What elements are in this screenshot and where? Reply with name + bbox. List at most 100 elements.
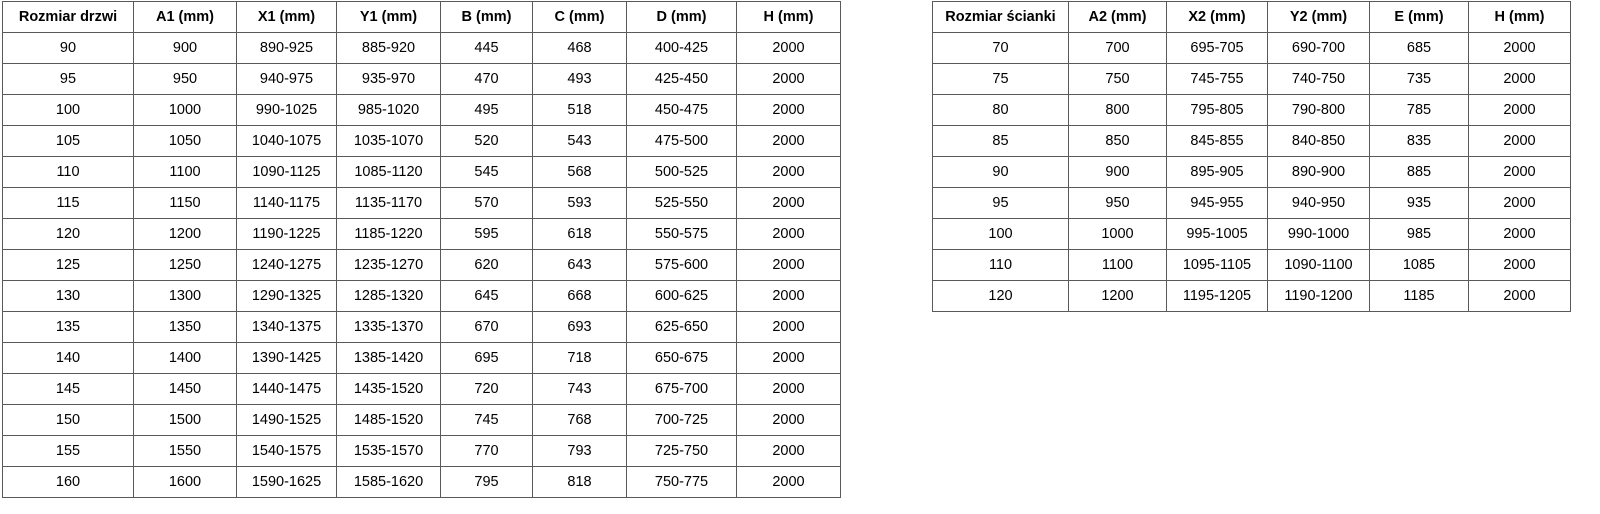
door-size-table-cell: 160 <box>2 466 134 498</box>
door-size-table-cell: 468 <box>532 32 627 64</box>
door-size-table-cell: 625-650 <box>626 311 737 343</box>
door-size-table-cell: 525-550 <box>626 187 737 219</box>
door-size-table-cell: 140 <box>2 342 134 374</box>
door-size-table-cell: 595 <box>440 218 533 250</box>
door-size-table-row: 100 1000 990-1025 985-1020 495 518 450-475 2000 <box>2 94 841 126</box>
wall-panel-size-table-row: 80 800 795-805 790-800 785 2000 <box>932 94 1571 126</box>
walls-table-body: 70 700 695-705 690-700 685 2000 75 750 745-755 74… <box>932 32 1571 312</box>
door-size-table-cell: 1600 <box>133 466 237 498</box>
door-size-table-cell: 1135-1170 <box>336 187 441 219</box>
door-size-table-cell: 545 <box>440 156 533 188</box>
door-size-table-cell: 100 <box>2 94 134 126</box>
door-size-table-row: 115 1150 1140-1175 1135-1170 570 593 525-550 20… <box>2 187 841 219</box>
door-size-table-cell: 700-725 <box>626 404 737 436</box>
door-size-table-row: 135 1350 1340-1375 1335-1370 670 693 625-650 20… <box>2 311 841 343</box>
door-size-table-cell: 2000 <box>736 156 841 188</box>
wall-panel-size-table-cell: 845-855 <box>1166 125 1268 157</box>
door-size-table-cell: 2000 <box>736 342 841 374</box>
door-size-table-cell: 1490-1525 <box>236 404 337 436</box>
door-size-table-cell: 520 <box>440 125 533 157</box>
door-size-column-header: Y1 (mm) <box>336 1 441 33</box>
wall-panel-size-table-cell: 690-700 <box>1267 32 1370 64</box>
wall-panel-size-table-cell: 890-900 <box>1267 156 1370 188</box>
wall-panel-size-table-cell: 100 <box>932 218 1069 250</box>
door-size-table-row: 155 1550 1540-1575 1535-1570 770 793 725-750 20… <box>2 435 841 467</box>
door-size-table-cell: 425-450 <box>626 63 737 95</box>
door-size-table-cell: 2000 <box>736 404 841 436</box>
wall-panel-size-table-cell: 885 <box>1369 156 1469 188</box>
wall-panel-size-table-row: 90 900 895-905 890-900 885 2000 <box>932 156 1571 188</box>
door-size-table-cell: 675-700 <box>626 373 737 405</box>
door-size-table-row: 140 1400 1390-1425 1385-1420 695 718 650-675 20… <box>2 342 841 374</box>
door-size-table-cell: 1240-1275 <box>236 249 337 281</box>
door-size-table-cell: 1435-1520 <box>336 373 441 405</box>
wall-panel-size-column-header: H (mm) <box>1468 1 1571 33</box>
door-size-table-cell: 450-475 <box>626 94 737 126</box>
door-size-table-cell: 750-775 <box>626 466 737 498</box>
door-size-column-header: H (mm) <box>736 1 841 33</box>
door-size-table-cell: 1090-1125 <box>236 156 337 188</box>
door-size-table-cell: 2000 <box>736 466 841 498</box>
door-size-table-cell: 568 <box>532 156 627 188</box>
door-size-table-cell: 743 <box>532 373 627 405</box>
wall-panel-size-table-cell: 1190-1200 <box>1267 280 1370 312</box>
door-size-table-cell: 1285-1320 <box>336 280 441 312</box>
wall-panel-size-table-cell: 1185 <box>1369 280 1469 312</box>
door-size-table-cell: 950 <box>133 63 237 95</box>
door-size-table-cell: 1190-1225 <box>236 218 337 250</box>
wall-panel-size-column-header: X2 (mm) <box>1166 1 1268 33</box>
door-size-table-cell: 2000 <box>736 32 841 64</box>
door-size-table-cell: 693 <box>532 311 627 343</box>
door-size-table-cell: 718 <box>532 342 627 374</box>
door-size-table-row: 120 1200 1190-1225 1185-1220 595 618 550-575 20… <box>2 218 841 250</box>
wall-panel-size-table-cell: 1090-1100 <box>1267 249 1370 281</box>
door-size-table-cell: 2000 <box>736 249 841 281</box>
door-size-table-cell: 745 <box>440 404 533 436</box>
door-size-table-cell: 1200 <box>133 218 237 250</box>
door-size-table-cell: 135 <box>2 311 134 343</box>
wall-panel-size-table-cell: 1100 <box>1068 249 1167 281</box>
wall-panel-size-table-cell: 750 <box>1068 63 1167 95</box>
door-size-table-cell: 400-425 <box>626 32 737 64</box>
wall-panel-size-table-cell: 800 <box>1068 94 1167 126</box>
door-size-table-cell: 670 <box>440 311 533 343</box>
door-size-table-cell: 990-1025 <box>236 94 337 126</box>
door-size-table-cell: 475-500 <box>626 125 737 157</box>
wall-panel-size-table-cell: 95 <box>932 187 1069 219</box>
wall-panel-size-table-cell: 1085 <box>1369 249 1469 281</box>
wall-panel-size-table-cell: 990-1000 <box>1267 218 1370 250</box>
door-size-column-header: Rozmiar drzwi <box>2 1 134 33</box>
door-size-table-row: 125 1250 1240-1275 1235-1270 620 643 575-600 20… <box>2 249 841 281</box>
door-size-table-cell: 1250 <box>133 249 237 281</box>
wall-panel-size-table-cell: 790-800 <box>1267 94 1370 126</box>
wall-panel-size-table-cell: 950 <box>1068 187 1167 219</box>
door-size-table-cell: 1000 <box>133 94 237 126</box>
wall-panel-size-table-cell: 120 <box>932 280 1069 312</box>
door-size-column-header: A1 (mm) <box>133 1 237 33</box>
door-size-table-cell: 593 <box>532 187 627 219</box>
door-size-table-cell: 155 <box>2 435 134 467</box>
door-size-table-cell: 725-750 <box>626 435 737 467</box>
wall-panel-size-table-row: 75 750 745-755 740-750 735 2000 <box>932 63 1571 95</box>
door-size-table-cell: 2000 <box>736 125 841 157</box>
wall-panel-size-table-cell: 2000 <box>1468 218 1571 250</box>
wall-panel-size-table-cell: 940-950 <box>1267 187 1370 219</box>
door-size-table-cell: 1040-1075 <box>236 125 337 157</box>
door-size-table-cell: 1440-1475 <box>236 373 337 405</box>
door-size-table-cell: 2000 <box>736 94 841 126</box>
wall-panel-size-table-cell: 995-1005 <box>1166 218 1268 250</box>
wall-panel-size-table-cell: 2000 <box>1468 63 1571 95</box>
door-size-table-cell: 793 <box>532 435 627 467</box>
wall-panel-size-table-row: 120 1200 1195-1205 1190-1200 1185 2000 <box>932 280 1571 312</box>
wall-panel-size-table-cell: 1000 <box>1068 218 1167 250</box>
door-size-table-cell: 618 <box>532 218 627 250</box>
doors-table-header-row: Rozmiar drzwi A1 (mm) X1 (mm) Y1 (mm) B (mm)… <box>2 1 841 33</box>
wall-panel-size-table-row: 95 950 945-955 940-950 935 2000 <box>932 187 1571 219</box>
door-size-table-cell: 650-675 <box>626 342 737 374</box>
door-size-table-cell: 643 <box>532 249 627 281</box>
door-size-table-cell: 125 <box>2 249 134 281</box>
door-size-table-cell: 90 <box>2 32 134 64</box>
door-size-column-header: C (mm) <box>532 1 627 33</box>
door-size-table-cell: 600-625 <box>626 280 737 312</box>
wall-panel-size-table-cell: 85 <box>932 125 1069 157</box>
